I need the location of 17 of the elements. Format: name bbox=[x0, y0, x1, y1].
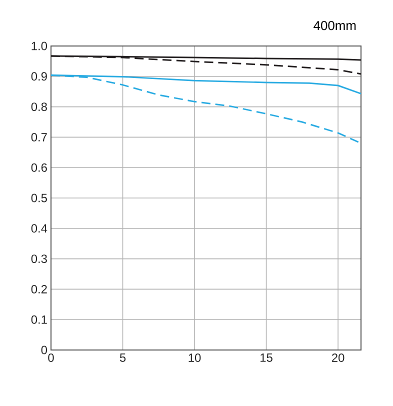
y-tick-label: 0 bbox=[41, 346, 48, 354]
y-tick-label: 0.2 bbox=[31, 284, 47, 294]
x-tick-label: 5 bbox=[120, 354, 126, 362]
y-tick-label: 1.0 bbox=[32, 42, 48, 50]
y-tick-label: 0.1 bbox=[31, 315, 47, 324]
y-tick-label: 0.8 bbox=[31, 102, 47, 112]
x-tick-label: 20 bbox=[332, 354, 344, 362]
x-tick-label: 10 bbox=[188, 354, 201, 362]
y-tick-label: 0.9 bbox=[31, 72, 47, 81]
y-tick-label: 0.5 bbox=[31, 194, 47, 202]
y-tick-label: 0.6 bbox=[31, 163, 47, 172]
y-tick-label: 0.7 bbox=[31, 132, 47, 142]
x-tick-label: 15 bbox=[260, 354, 272, 362]
chart-title: 400mm bbox=[314, 20, 356, 30]
y-tick-label: 0.3 bbox=[31, 254, 47, 264]
x-tick-label: 0 bbox=[48, 354, 54, 362]
y-tick-label: 0.4 bbox=[31, 224, 48, 233]
